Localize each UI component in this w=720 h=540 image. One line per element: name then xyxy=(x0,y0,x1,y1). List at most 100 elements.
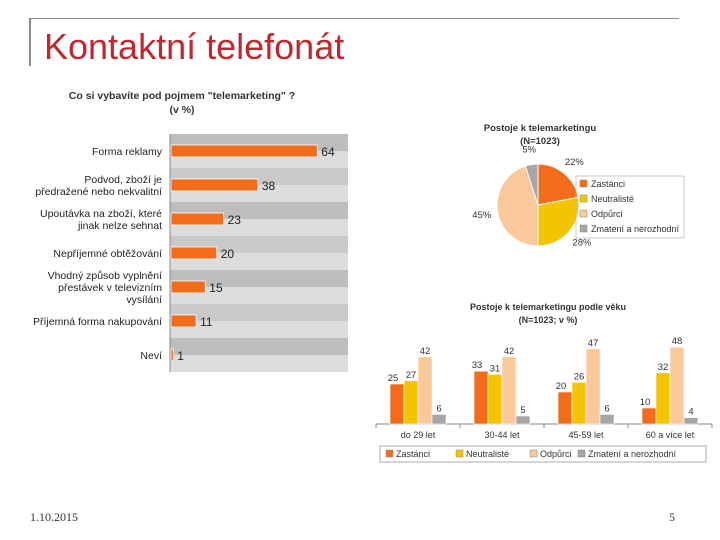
bar xyxy=(170,280,206,294)
legend-swatch xyxy=(579,179,588,188)
category-label: Forma reklamy xyxy=(92,146,163,158)
data-label: 11 xyxy=(200,315,213,329)
legend-swatch xyxy=(579,194,588,203)
slide-title: Kontaktní telefonát xyxy=(44,26,345,67)
column xyxy=(473,370,489,425)
data-label: 38 xyxy=(262,179,276,193)
awareness-bar-chart: Co si vybavíte pod pojmem "telemarketing… xyxy=(33,90,348,372)
data-label: 27 xyxy=(406,370,417,381)
age-chart-title: Postoje k telemarketingu podle věku xyxy=(470,302,626,312)
category-label: Upoutávka na zboží, které xyxy=(40,208,162,220)
data-label: 10 xyxy=(640,397,651,408)
slice-label: 22% xyxy=(565,157,585,168)
column xyxy=(641,407,657,425)
column xyxy=(585,348,601,425)
data-label: 64 xyxy=(321,145,335,159)
category-label: 60 a více let xyxy=(646,430,695,440)
column xyxy=(403,380,419,425)
column xyxy=(487,374,503,425)
column xyxy=(389,383,405,425)
category-label: přestávek v televizním xyxy=(58,282,162,294)
bar xyxy=(170,178,259,192)
data-label: 6 xyxy=(436,403,441,414)
data-label: 31 xyxy=(490,363,501,374)
data-label: 20 xyxy=(556,381,567,392)
legend-box xyxy=(379,445,707,463)
bar xyxy=(170,314,197,328)
legend-label: Zastánci xyxy=(591,179,625,189)
plot-band xyxy=(170,304,348,321)
legend-label: Odpůrci xyxy=(591,209,623,219)
bar xyxy=(170,144,318,158)
bar xyxy=(170,348,174,362)
data-label: 42 xyxy=(504,346,515,357)
plot-band xyxy=(170,338,348,355)
category-label: Neví xyxy=(140,350,162,362)
category-label: 45-59 let xyxy=(568,430,604,440)
footer-date: 1.10.2015 xyxy=(30,510,78,524)
category-label: Příjemná forma nakupování xyxy=(33,316,162,328)
category-label: Podvod, zboží je xyxy=(84,174,162,186)
legend-label: Neutralisté xyxy=(466,449,509,459)
column xyxy=(431,414,447,425)
legend-label: Zmatení a nerozhodní xyxy=(588,449,677,459)
legend-box xyxy=(575,175,685,239)
decorative-left-line xyxy=(29,18,31,66)
legend-label: Odpůrci xyxy=(540,449,572,459)
data-label: 48 xyxy=(672,336,683,347)
decorative-top-line xyxy=(29,18,679,19)
column xyxy=(655,372,671,425)
category-label: předražené nebo nekvalitní xyxy=(35,186,162,198)
data-label: 47 xyxy=(588,338,599,349)
legend-swatch xyxy=(529,449,538,458)
data-label: 1 xyxy=(177,349,184,363)
data-label: 32 xyxy=(658,362,669,373)
legend-label: Zastánci xyxy=(396,449,430,459)
column xyxy=(683,417,699,425)
slice-label: 45% xyxy=(472,210,492,221)
category-label: 30-44 let xyxy=(484,430,520,440)
data-label: 25 xyxy=(388,373,399,384)
legend-swatch xyxy=(577,449,586,458)
slice-label: 28% xyxy=(572,237,592,248)
legend-swatch xyxy=(455,449,464,458)
data-label: 26 xyxy=(574,371,585,382)
legend-label: Zmatení a nerozhodní xyxy=(591,224,680,234)
data-label: 15 xyxy=(209,281,223,295)
category-label: do 29 let xyxy=(401,430,436,440)
pie-chart-subtitle: (N=1023) xyxy=(520,136,560,147)
column xyxy=(557,391,573,425)
attitudes-by-age-chart: Postoje k telemarketingu podle věku (N=1… xyxy=(375,302,713,463)
pie-slice xyxy=(524,163,539,206)
bar-chart-subtitle: (v %) xyxy=(169,104,194,116)
column xyxy=(669,346,685,425)
data-label: 20 xyxy=(221,247,235,261)
data-label: 42 xyxy=(420,346,431,357)
bar xyxy=(170,246,218,260)
data-label: 5 xyxy=(520,405,525,416)
legend-swatch xyxy=(579,209,588,218)
column xyxy=(599,414,615,425)
column xyxy=(571,382,587,425)
page-number: 5 xyxy=(669,510,675,524)
legend-swatch xyxy=(385,449,394,458)
data-label: 4 xyxy=(688,407,693,418)
legend-swatch xyxy=(579,224,588,233)
slice-label: 5% xyxy=(522,145,536,156)
bar-chart-title: Co si vybavíte pod pojmem "telemarketing… xyxy=(69,90,295,102)
pie-slice xyxy=(537,163,579,206)
data-label: 33 xyxy=(472,360,483,371)
column xyxy=(417,356,433,425)
category-label: vysílání xyxy=(126,294,162,306)
category-label: Nepříjemné obtěžování xyxy=(53,248,162,260)
attitudes-pie-chart: Postoje k telemarketingu (N=1023) 22% 28%… xyxy=(472,123,685,248)
category-label: jinak nelze sehnat xyxy=(77,220,162,232)
pie-slice xyxy=(537,196,580,247)
bar xyxy=(170,212,224,226)
column xyxy=(515,415,531,425)
data-label: 6 xyxy=(604,403,609,414)
legend-label: Neutralisté xyxy=(591,194,634,204)
category-label: Vhodný způsob vyplnění xyxy=(48,270,162,282)
age-chart-subtitle: (N=1023; v %) xyxy=(519,315,578,325)
pie-slice xyxy=(496,165,539,247)
